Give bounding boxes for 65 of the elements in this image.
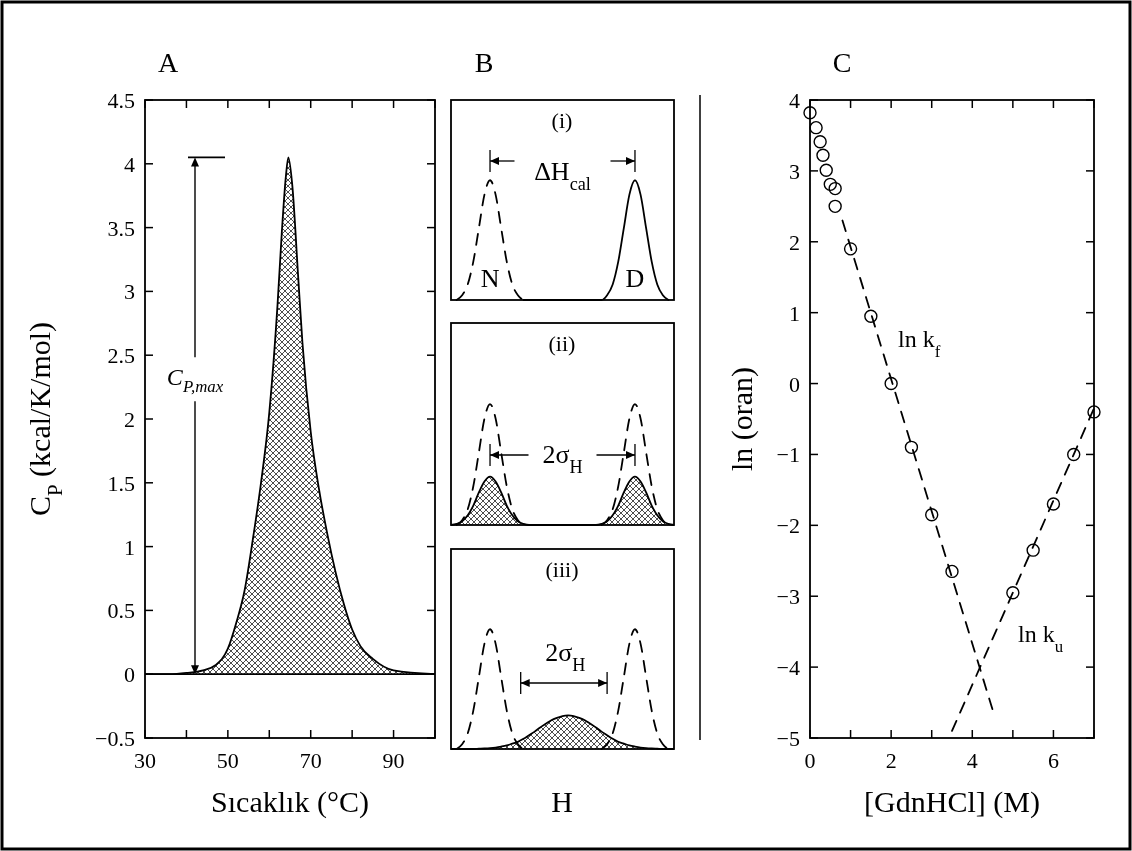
y-tick-label: 2	[124, 407, 135, 432]
y-tick-label: 4.5	[107, 88, 135, 113]
y-tick-label: 0	[789, 371, 800, 397]
x-tick-label: 6	[1047, 748, 1059, 773]
chart-title: (iii)	[545, 557, 579, 582]
point	[828, 181, 842, 196]
point	[945, 564, 959, 579]
x-axis-title: [GdnHCl] (M)	[864, 785, 1040, 819]
point	[813, 135, 827, 149]
point	[1087, 405, 1101, 419]
y-tick-label: 0.5	[107, 598, 135, 624]
point	[816, 148, 830, 162]
y-tick-label: 1.5	[107, 470, 135, 496]
y-tick-label: 3	[124, 279, 135, 305]
y-tick-label: −0.5	[95, 726, 135, 751]
point	[925, 508, 939, 522]
annotation: 2σ$_{H}$	[545, 638, 586, 675]
chart-subtitle: (i)	[551, 108, 573, 133]
y-tick-label: −5	[776, 726, 800, 751]
point	[803, 106, 817, 120]
point	[1046, 497, 1061, 511]
x-tick-label: 30	[134, 748, 156, 773]
x-tick-label: 90	[382, 748, 405, 773]
point	[884, 376, 898, 391]
y-tick-label: 2	[789, 229, 800, 255]
annotation: C$_{P,max}$	[166, 363, 224, 397]
y-tick-label: 3	[789, 158, 800, 184]
point	[1067, 447, 1081, 462]
point	[823, 177, 837, 192]
chart-title: C	[832, 47, 852, 78]
annotation: N	[480, 264, 500, 293]
y-tick-label: −2	[776, 513, 800, 539]
x-tick-label: 70	[299, 748, 322, 773]
x-tick-label: 4	[966, 748, 978, 773]
y-tick-label: 4	[789, 88, 800, 113]
y-tick-label: −1	[776, 442, 800, 468]
y-tick-label: 3.5	[107, 215, 135, 241]
chart-title: (ii)	[548, 331, 576, 356]
y-tick-label: 2.5	[107, 343, 135, 369]
point	[843, 242, 858, 256]
point	[904, 440, 919, 455]
y-tick-label: 1	[124, 534, 135, 560]
point	[1006, 585, 1020, 600]
series-label: ln k$_{u}$	[1018, 620, 1064, 656]
series-label: ln k$_{f}$	[897, 325, 941, 361]
chart-title: A	[157, 47, 179, 78]
point	[828, 199, 842, 214]
y-tick-label: 4	[124, 151, 135, 177]
chart-title: B	[474, 47, 494, 78]
point	[819, 163, 833, 177]
y-tick-label: 1	[789, 300, 800, 326]
y-axis-title: ln (oran)	[725, 366, 759, 472]
annotation: D	[625, 264, 645, 293]
y-tick-label: −4	[776, 655, 800, 681]
point	[809, 120, 823, 135]
point	[864, 309, 878, 323]
point	[1026, 543, 1040, 557]
y-tick-label: 0	[124, 662, 135, 688]
x-tick-label: 50	[216, 748, 239, 773]
x-tick-label: 2	[885, 748, 897, 773]
x-axis-title: Sıcaklık (°C)	[211, 785, 369, 819]
x-axis-title: H	[551, 785, 573, 818]
y-tick-label: −3	[776, 584, 800, 610]
annotation: 2σ$_{H}$	[542, 440, 583, 477]
annotation: ΔH$_{cal}$	[534, 157, 591, 194]
